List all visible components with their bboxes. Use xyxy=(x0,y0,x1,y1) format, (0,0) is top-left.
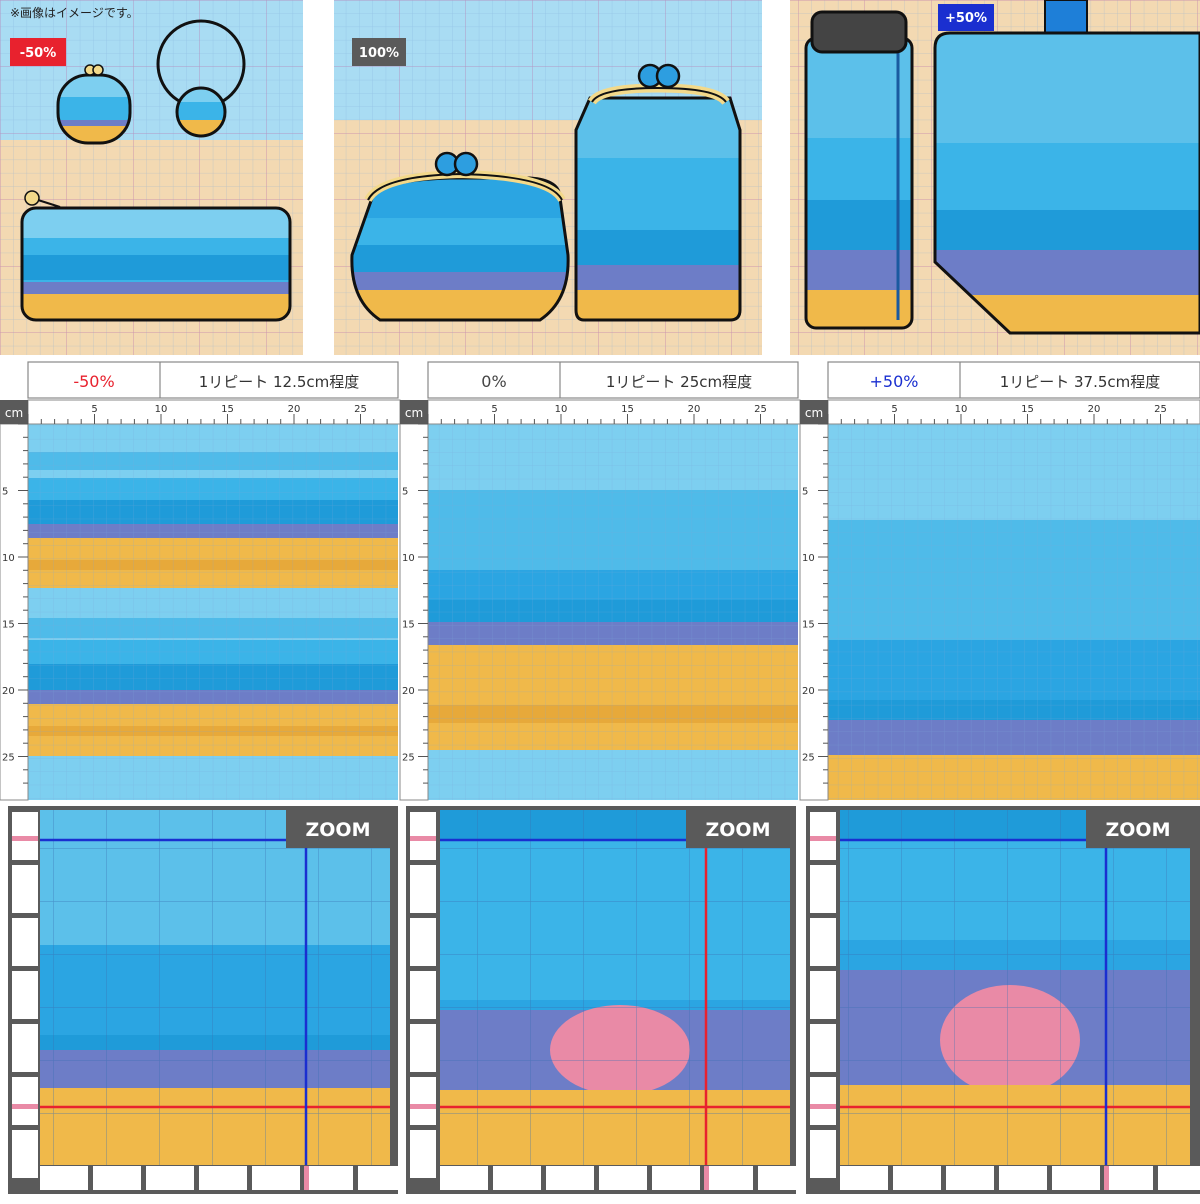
scale-column-0: 0% 1リピート 25cm程度 xyxy=(427,361,799,399)
ruler-left-label: 5 xyxy=(402,487,408,498)
zoom-tag-minus50: ZOOM xyxy=(286,808,390,848)
badge-minus50-label: -50% xyxy=(20,46,57,61)
ruler-top-label: 25 xyxy=(754,404,767,415)
badge-plus50: +50% xyxy=(938,4,994,31)
ruler-left-label: 15 xyxy=(802,620,815,631)
repeat-label-plus50: 1リピート 37.5cm程度 xyxy=(1000,373,1161,391)
scale-label-minus50: -50% xyxy=(73,372,114,391)
ruler-unit-label: cm xyxy=(405,406,423,420)
zoom-tag-minus50-label: ZOOM xyxy=(306,819,371,841)
ruler-left-label: 5 xyxy=(2,487,8,498)
ruler-top-label: 15 xyxy=(621,404,634,415)
cm-ruler: cm 5 10 15 20 25 5 10 15 20 25 xyxy=(799,399,1200,801)
ruler-top-label: 10 xyxy=(555,404,568,415)
ruler-top-label: 20 xyxy=(1088,404,1101,415)
pattern-swatch-plus50 xyxy=(828,424,1200,800)
ruler-left-label: 10 xyxy=(2,553,15,564)
zoom-frame-ruler xyxy=(410,812,806,1190)
gamaguchi-pouch-product xyxy=(350,151,570,322)
badge-100-label: 100% xyxy=(359,46,399,61)
zoom-panel-0 xyxy=(406,806,796,1194)
ruler-top-label: 25 xyxy=(354,404,367,415)
ruler-left-label: 25 xyxy=(2,753,15,764)
ruler-unit-label: cm xyxy=(5,406,23,420)
zoom-rulers xyxy=(12,812,1200,1190)
zoom-tag-plus50-label: ZOOM xyxy=(1106,819,1171,841)
scale-label-plus50: +50% xyxy=(870,372,919,391)
ruler-unit-label: cm xyxy=(805,406,823,420)
ruler-left-label: 15 xyxy=(2,620,15,631)
ruler-left-label: 10 xyxy=(802,553,815,564)
tote-bag-product xyxy=(933,0,1200,335)
ruler-top-label: 10 xyxy=(955,404,968,415)
ruler-left-label: 25 xyxy=(402,753,415,764)
pattern-swatch-0 xyxy=(428,424,798,800)
bottle-case-product xyxy=(804,10,914,330)
zoom-tag-0-label: ZOOM xyxy=(706,819,771,841)
ruler-left-label: 20 xyxy=(802,686,815,697)
ruler-left-label: 20 xyxy=(402,686,415,697)
scale-label-0: 0% xyxy=(481,372,506,391)
ruler-left-label: 25 xyxy=(802,753,815,764)
ruler-left-label: 10 xyxy=(402,553,415,564)
scale-column-plus50: +50% 1リピート 37.5cm程度 xyxy=(827,361,1200,399)
zoom-frame-ruler xyxy=(12,812,406,1190)
ruler-top-label: 10 xyxy=(155,404,168,415)
ruler-top-label: 20 xyxy=(688,404,701,415)
pattern-swatch-minus50 xyxy=(28,424,398,800)
repeat-label-0: 1リピート 25cm程度 xyxy=(606,373,752,391)
zoom-tag-plus50: ZOOM xyxy=(1086,808,1190,848)
ruler-top-label: 20 xyxy=(288,404,301,415)
cm-ruler: cm 5 10 15 20 25 5 10 15 20 25 xyxy=(0,399,401,801)
zoom-tag-0: ZOOM xyxy=(686,808,790,848)
ruler-top-label: 5 xyxy=(491,404,497,415)
ruler-top-label: 15 xyxy=(221,404,234,415)
zoom-frame-ruler xyxy=(810,812,1200,1190)
ruler-top-label: 25 xyxy=(1154,404,1167,415)
ruler-top-label: 15 xyxy=(1021,404,1034,415)
badge-100: 100% xyxy=(352,38,406,66)
repeat-label-minus50: 1リピート 12.5cm程度 xyxy=(199,373,360,391)
keyring-product xyxy=(156,19,246,138)
cm-ruler: cm 5 10 15 20 25 5 10 15 20 25 xyxy=(399,399,801,801)
badge-plus50-label: +50% xyxy=(945,11,987,26)
rulers: cm 5 10 15 20 25 5 10 15 20 25 cm 5 10 15 20 25 5 10 15 20 25… xyxy=(0,399,1200,801)
ruler-left-label: 15 xyxy=(402,620,415,631)
ruler-top-label: 5 xyxy=(891,404,897,415)
ruler-top-label: 5 xyxy=(91,404,97,415)
scale-column-minus50: -50% 1リピート 12.5cm程度 xyxy=(27,361,399,399)
zoom-panel-minus50 xyxy=(8,806,398,1194)
tall-gamaguchi-product xyxy=(574,63,742,322)
ruler-left-label: 20 xyxy=(2,686,15,697)
zoom-panel-plus50 xyxy=(806,806,1200,1194)
coin-purse-product xyxy=(56,64,132,145)
badge-minus50: -50% xyxy=(10,38,66,66)
image-notice: ※画像はイメージです。 xyxy=(10,6,139,20)
ruler-left-label: 5 xyxy=(802,487,808,498)
pencil-case-product xyxy=(20,190,292,322)
